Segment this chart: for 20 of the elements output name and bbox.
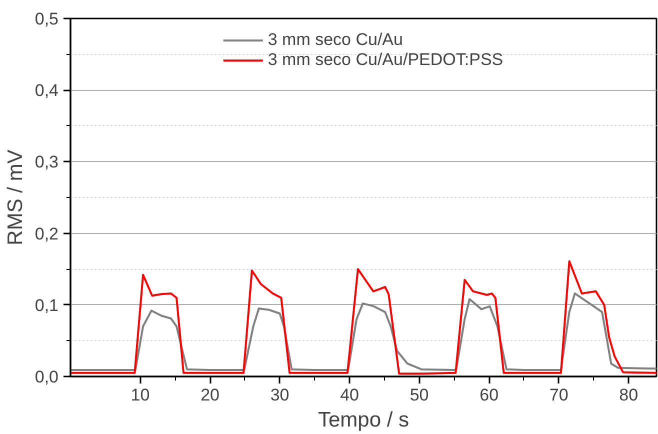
x-tick-label: 30: [270, 386, 290, 404]
y-tick-label: 0,4: [34, 81, 59, 100]
x-tick-label: 10: [130, 386, 150, 404]
x-tick-label: 80: [619, 386, 638, 404]
x-tick-label: 70: [549, 386, 568, 404]
y-axis-title: RMS / mV: [4, 150, 27, 246]
x-tick-label: 20: [200, 386, 220, 404]
y-tick-label: 0,5: [34, 10, 59, 28]
y-tick-label: 0,3: [34, 152, 59, 172]
legend-label: 3 mm seco Cu/Au: [268, 30, 403, 50]
legend-label: 3 mm seco Cu/Au/PEDOT:PSS: [268, 50, 504, 70]
x-axis-title: Tempo / s: [318, 408, 410, 432]
line-series: [70, 260, 656, 375]
x-tick-label: 40: [340, 386, 360, 404]
y-tick-label: 0,2: [34, 224, 59, 244]
y-tick-label: 0,0: [34, 368, 59, 386]
y-tick-label: 0,1: [34, 296, 59, 315]
line-series: [70, 292, 656, 372]
x-tick-label: 50: [410, 386, 429, 404]
x-tick-label: 60: [480, 386, 499, 404]
